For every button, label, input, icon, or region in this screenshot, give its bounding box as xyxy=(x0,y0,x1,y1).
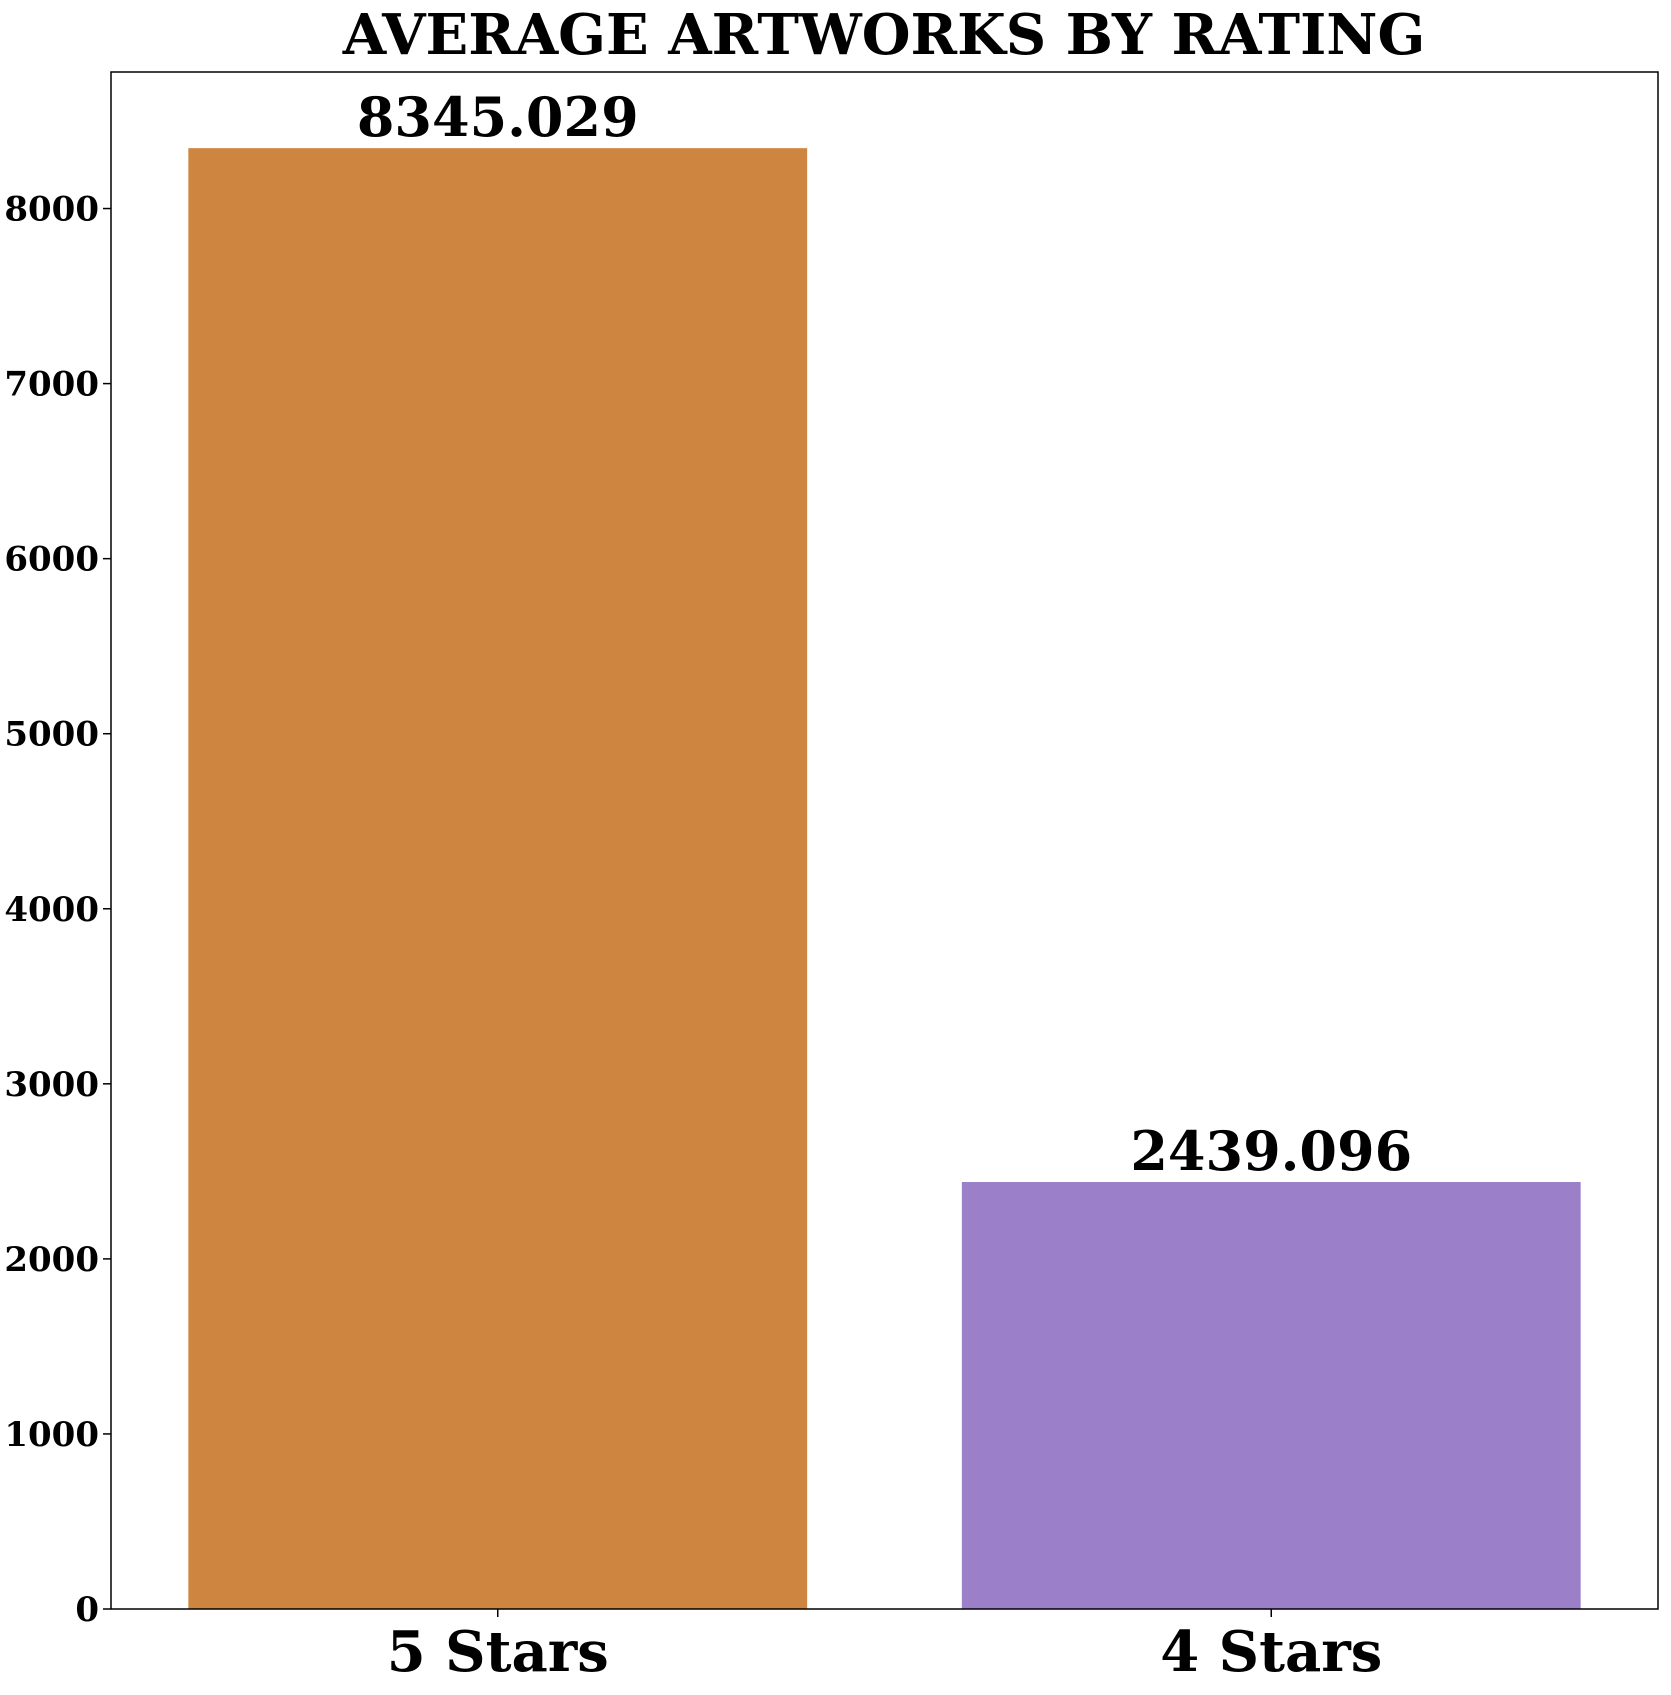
y-tick-label: 3000 xyxy=(4,1065,99,1105)
y-tick-label: 2000 xyxy=(4,1240,99,1280)
data-label-4-stars: 2439.096 xyxy=(1130,1119,1412,1183)
x-tick-label: 4 Stars xyxy=(1160,1619,1382,1685)
y-tick-label: 0 xyxy=(75,1590,99,1630)
y-tick-label: 8000 xyxy=(4,190,99,230)
plot-frame xyxy=(110,71,1659,1610)
x-tick-label: 5 Stars xyxy=(387,1619,609,1685)
y-tick-label: 4000 xyxy=(4,890,99,930)
data-label-5-stars: 8345.029 xyxy=(357,85,639,149)
data-labels-layer: 8345.029 2439.096 xyxy=(357,85,1412,1183)
chart-title: AVERAGE ARTWORKS BY RATING xyxy=(342,2,1426,68)
y-tick-label: 5000 xyxy=(4,715,99,755)
y-tick-label: 1000 xyxy=(4,1415,99,1455)
y-axis: 0 1000 2000 3000 4000 5000 6000 7000 8000 xyxy=(4,190,111,1630)
bar-5-stars xyxy=(188,148,808,1610)
y-tick-label: 7000 xyxy=(4,365,99,405)
bar-4-stars xyxy=(961,1182,1581,1609)
x-axis: 5 Stars 4 Stars xyxy=(387,1609,1382,1685)
y-tick-label: 6000 xyxy=(4,540,99,580)
bars-layer xyxy=(188,148,1581,1610)
